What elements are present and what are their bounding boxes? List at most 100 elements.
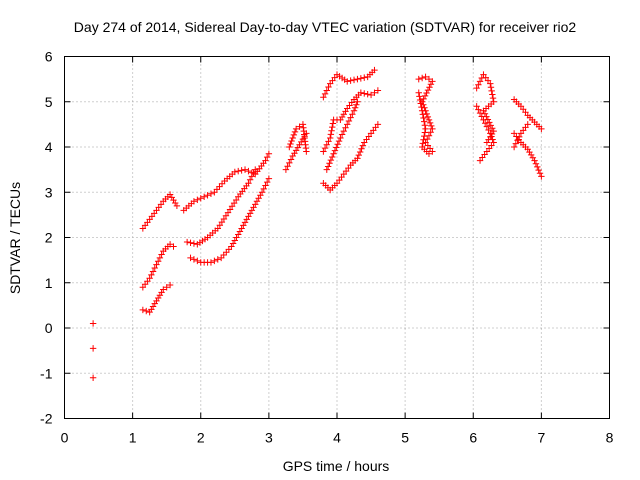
data-point-track-c [166,281,174,289]
data-point-track-j [342,108,349,115]
data-point-track-p [476,109,484,117]
data-point-track-d [231,168,239,176]
data-point-track-l [331,147,339,154]
x-tick-label: 1 [129,430,137,446]
x-tick-label: 8 [606,430,614,446]
grid [64,56,610,419]
data-point-track-m [424,86,432,94]
x-tick-label: 0 [61,430,69,446]
data-point-track-n [416,96,424,104]
data-point-track-o [483,139,491,146]
data-point-track-f [231,237,239,244]
y-tick-label: 6 [45,49,53,65]
data-point-track-r [527,151,535,159]
data-point-track-b [146,275,153,282]
data-point-track-m [427,129,434,136]
data-point-track-j [321,144,329,152]
data-point-track-r [538,173,545,180]
data-point-track-i [321,90,329,98]
data-point-track-r [534,163,541,171]
data-point-track-o [489,91,496,98]
data-point-track-h [286,143,293,151]
data-point-track-b [153,261,160,268]
x-axis-label: GPS time / hours [283,458,390,474]
data-point-track-j [328,127,335,134]
data-point-track-b [156,254,164,262]
data-point-track-j [371,89,378,96]
data-point-track-h [288,137,295,145]
data-point-track-f [207,259,215,266]
data-point-track-m [428,122,435,130]
data-point-outliers [89,345,97,352]
tick-labels: 0 1 2 3 4 5 6 7 8 -2 -1 0 1 2 3 4 5 6 [40,49,614,446]
data-point-track-d [245,167,252,175]
data-point-track-l [345,117,353,125]
data-point-track-i [325,83,332,91]
y-tick-label: 1 [45,275,53,291]
data-point-track-f [253,198,261,205]
data-point-track-m [421,92,429,100]
data-point-track-d [262,157,269,164]
data-point-track-l [329,153,336,161]
data-point-track-j [340,110,348,118]
data-point-track-i [361,74,368,81]
data-point-track-m [420,95,427,103]
data-point-track-j [329,120,337,127]
data-point-track-i [323,87,330,94]
data-point-track-h [291,128,299,136]
data-point-track-j [364,91,371,98]
data-point-track-h [289,134,296,142]
data-point-track-c [156,291,164,299]
data-point-track-p [489,136,496,143]
data-point-track-l [351,104,359,111]
data-point-track-f [194,257,201,265]
data-point-track-d [238,167,245,174]
data-point-track-d [235,167,242,175]
data-point-track-p [485,126,492,134]
data-point-track-d [197,195,204,202]
data-point-track-n [420,136,427,143]
data-point-track-f [258,189,266,196]
data-point-track-l [330,150,337,157]
data-point-track-s [516,133,523,141]
data-point-track-n [418,107,426,114]
data-point-track-b [151,264,158,272]
data-point-track-l [326,160,333,167]
data-point-track-m [424,113,432,121]
data-point-track-h [303,148,310,155]
data-point-track-d [204,192,211,199]
data-point-track-f [187,254,194,262]
data-point-track-m [418,74,426,82]
data-point-track-f [190,256,198,263]
data-point-track-g [284,163,291,170]
data-point-track-i [320,94,327,101]
data-point-track-p [483,123,491,130]
data-point-track-k [356,148,364,156]
data-point-track-n [418,103,425,111]
data-point-track-l [353,101,360,108]
data-point-track-r [531,157,538,164]
y-tick-label: 5 [45,94,53,110]
data-point-track-h [296,123,303,130]
data-point-track-g [292,147,300,154]
y-tick-label: -1 [40,365,53,381]
data-point-track-m [429,148,436,155]
data-point-track-h [292,125,300,133]
data-point-track-m [423,110,430,118]
data-point-track-d [207,190,215,197]
data-point-track-p [488,133,495,140]
data-point-track-a [170,196,177,204]
data-point-track-d [241,166,249,173]
data-point-track-m [426,119,434,127]
data-point-track-n [421,118,428,125]
data-point-track-j [357,89,365,96]
data-point-track-k [359,142,367,149]
data-point-track-o [489,94,497,102]
data-point-track-d [263,153,271,161]
data-point-track-d [190,198,198,205]
data-point-track-b [154,258,162,265]
data-point-track-m [429,78,436,85]
data-point-track-p [480,116,487,124]
data-point-track-k [355,151,362,159]
data-point-track-a [168,194,175,201]
